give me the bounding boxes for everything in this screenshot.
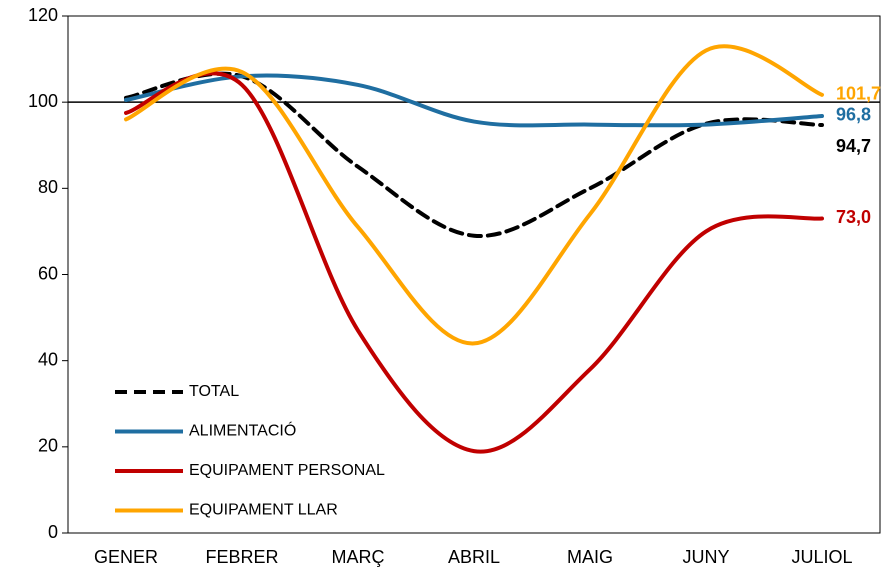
- plot-area: [67, 15, 881, 534]
- y-tick-label: 40: [38, 349, 58, 369]
- x-tick-label: FEBRER: [205, 547, 278, 567]
- series-line: [124, 73, 824, 128]
- y-tick-label: 60: [38, 263, 58, 283]
- x-tick-label: JULIOL: [791, 547, 852, 567]
- data-label: 73,0: [836, 207, 871, 227]
- legend-label: ALIMENTACIÓ: [189, 421, 296, 440]
- series-line: [124, 71, 824, 238]
- series-line: [124, 44, 824, 346]
- legend-label: EQUIPAMENT LLAR: [189, 502, 338, 519]
- legend-label: TOTAL: [189, 383, 239, 400]
- y-tick-label: 120: [28, 5, 58, 25]
- x-tick-label: JUNY: [682, 547, 729, 567]
- y-tick-label: 80: [38, 177, 58, 197]
- series-line: [124, 71, 824, 454]
- x-tick-label: MARÇ: [332, 547, 385, 567]
- y-tick-label: 20: [38, 436, 58, 456]
- x-tick-label: ABRIL: [448, 547, 500, 567]
- legend-label: EQUIPAMENT PERSONAL: [189, 462, 385, 479]
- x-tick-label: GENER: [94, 547, 158, 567]
- data-label: 94,7: [836, 136, 871, 156]
- y-tick-label: 0: [48, 522, 58, 542]
- data-label: 96,8: [836, 105, 871, 125]
- y-tick-label: 100: [28, 91, 58, 111]
- data-label: 101,7: [836, 84, 881, 104]
- x-tick-label: MAIG: [567, 547, 613, 567]
